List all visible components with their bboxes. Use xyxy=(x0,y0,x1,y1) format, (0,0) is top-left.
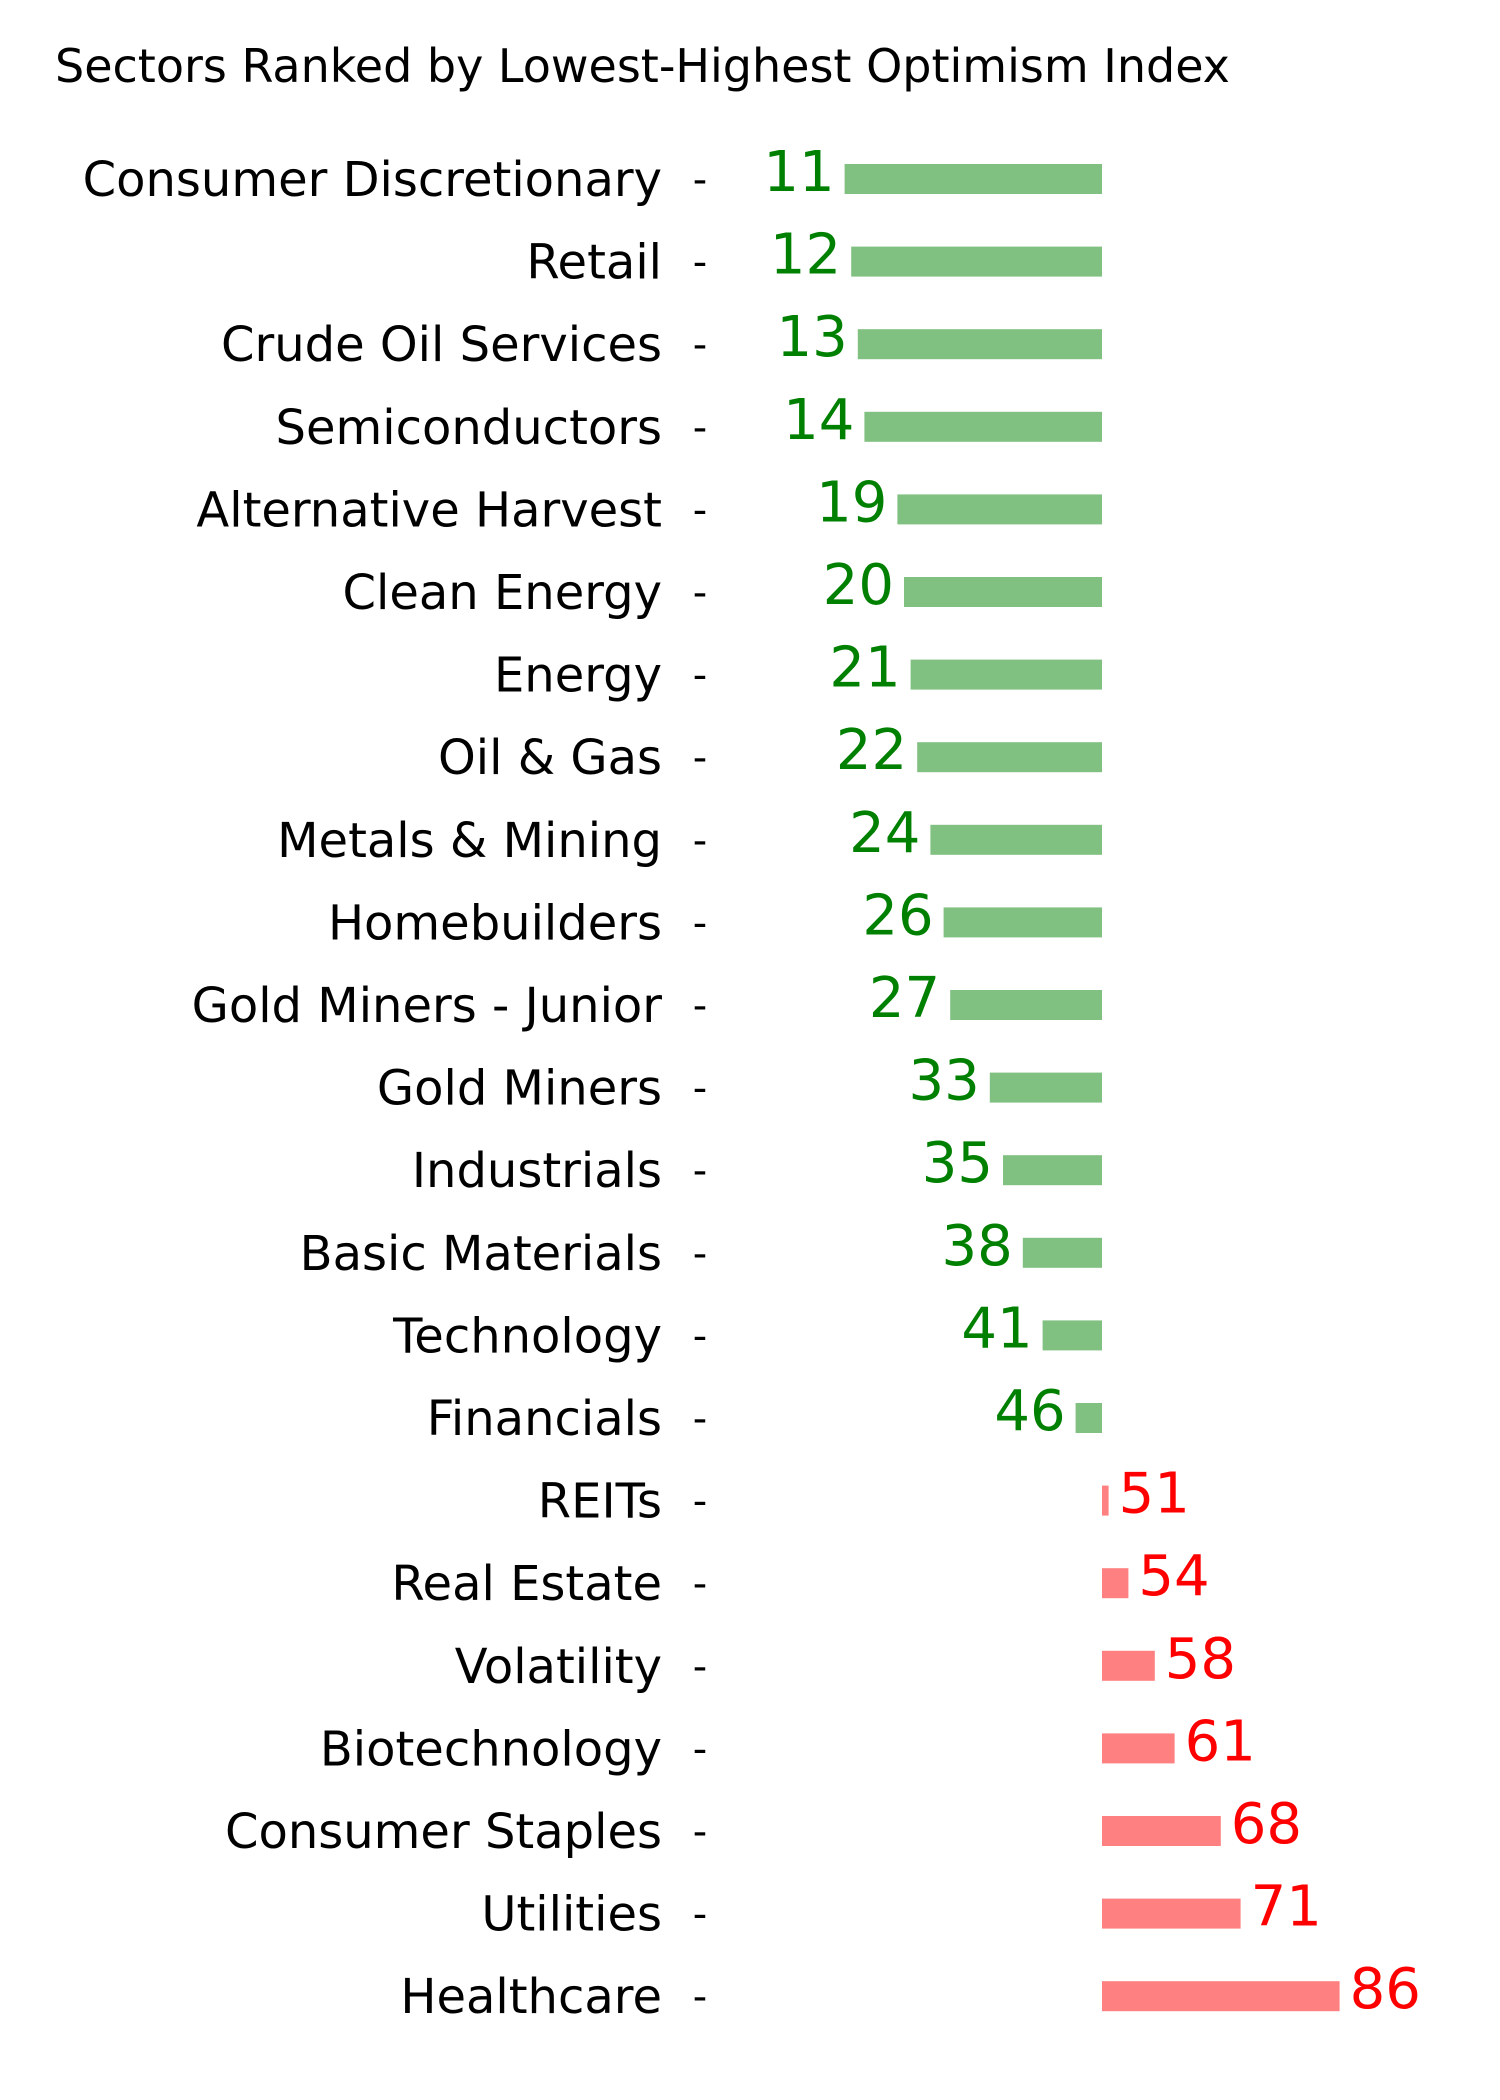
bar xyxy=(1102,1981,1340,2012)
category-label: Alternative Harvest xyxy=(196,482,662,538)
category-label: Oil & Gas xyxy=(438,730,662,786)
bar xyxy=(1102,1568,1129,1599)
category-label: Retail xyxy=(526,235,662,291)
tick-mark: - xyxy=(693,900,707,946)
bar xyxy=(851,246,1102,277)
category-label: Semiconductors xyxy=(276,400,662,456)
bar xyxy=(950,990,1102,1020)
value-label: 21 xyxy=(829,636,900,701)
bar xyxy=(1102,1650,1155,1681)
value-label: 68 xyxy=(1231,1792,1302,1857)
value-label: 27 xyxy=(869,966,940,1031)
chart-title: Sectors Ranked by Lowest-Highest Optimis… xyxy=(55,39,1230,93)
category-label: Utilities xyxy=(481,1887,662,1943)
tick-mark: - xyxy=(693,240,707,286)
value-label: 38 xyxy=(942,1214,1013,1279)
tick-mark: - xyxy=(693,1726,707,1772)
tick-mark: - xyxy=(693,1561,707,1607)
tick-mark: - xyxy=(693,322,707,368)
category-label: Healthcare xyxy=(400,1969,662,2025)
bar xyxy=(910,659,1102,690)
tick-mark: - xyxy=(693,157,707,203)
bar xyxy=(989,1072,1102,1103)
value-label: 14 xyxy=(783,388,854,453)
value-label: 46 xyxy=(994,1379,1065,1444)
tick-mark: - xyxy=(693,1479,707,1525)
value-label: 12 xyxy=(770,223,841,288)
category-label: Biotechnology xyxy=(320,1721,662,1777)
category-label: Consumer Staples xyxy=(225,1804,662,1860)
tick-mark: - xyxy=(693,818,707,864)
value-label: 54 xyxy=(1138,1544,1209,1609)
bar xyxy=(1022,1237,1102,1268)
bar xyxy=(1075,1403,1102,1433)
bar xyxy=(1003,1155,1102,1186)
bar xyxy=(930,824,1102,855)
category-label: Clean Energy xyxy=(342,565,662,621)
bar xyxy=(857,329,1102,360)
tick-mark: - xyxy=(693,1644,707,1690)
value-label: 61 xyxy=(1185,1709,1256,1774)
value-label: 13 xyxy=(777,305,848,370)
tick-mark: - xyxy=(693,1892,707,1938)
tick-mark: - xyxy=(693,735,707,781)
tick-mark: - xyxy=(693,1396,707,1442)
bar xyxy=(1102,1898,1241,1929)
bar xyxy=(897,494,1102,525)
tick-mark: - xyxy=(693,487,707,533)
value-label: 35 xyxy=(922,1131,993,1196)
category-label: Financials xyxy=(427,1391,662,1447)
category-label: Crude Oil Services xyxy=(221,317,662,373)
category-label: Technology xyxy=(392,1308,662,1364)
category-label: Gold Miners xyxy=(377,1061,662,1117)
tick-mark: - xyxy=(693,1809,707,1855)
value-label: 51 xyxy=(1119,1462,1190,1527)
category-label: Real Estate xyxy=(391,1556,662,1612)
value-label: 22 xyxy=(836,718,907,783)
tick-mark: - xyxy=(693,1231,707,1277)
bar xyxy=(917,742,1102,773)
category-label: Consumer Discretionary xyxy=(83,152,662,208)
value-label: 24 xyxy=(849,801,920,866)
tick-mark: - xyxy=(693,1066,707,1112)
value-label: 20 xyxy=(823,553,894,618)
bar xyxy=(1102,1816,1221,1846)
bar xyxy=(1102,1733,1175,1764)
tick-mark: - xyxy=(693,653,707,699)
category-label: REITs xyxy=(538,1474,662,1530)
bar xyxy=(844,164,1102,194)
value-label: 71 xyxy=(1251,1875,1322,1940)
tick-mark: - xyxy=(693,983,707,1029)
value-label: 19 xyxy=(816,470,887,535)
value-label: 58 xyxy=(1165,1627,1236,1692)
value-label: 11 xyxy=(763,140,834,205)
value-label: 26 xyxy=(862,883,933,948)
value-label: 41 xyxy=(961,1296,1032,1361)
category-label: Industrials xyxy=(412,1143,662,1199)
category-label: Homebuilders xyxy=(328,895,662,951)
category-label: Basic Materials xyxy=(300,1226,662,1282)
bar xyxy=(904,577,1102,607)
value-label: 33 xyxy=(909,1049,980,1114)
tick-mark: - xyxy=(693,1974,707,2020)
category-label: Metals & Mining xyxy=(277,813,662,869)
bar xyxy=(1102,1485,1109,1516)
bar xyxy=(864,411,1102,442)
tick-mark: - xyxy=(693,570,707,616)
tick-mark: - xyxy=(693,405,707,451)
tick-mark: - xyxy=(693,1313,707,1359)
tick-mark: - xyxy=(693,1148,707,1194)
category-label: Gold Miners - Junior xyxy=(192,978,663,1034)
category-label: Energy xyxy=(494,648,662,704)
value-label: 86 xyxy=(1350,1957,1421,2022)
category-label: Volatility xyxy=(455,1639,662,1695)
bar xyxy=(943,907,1102,938)
bar xyxy=(1042,1320,1102,1351)
